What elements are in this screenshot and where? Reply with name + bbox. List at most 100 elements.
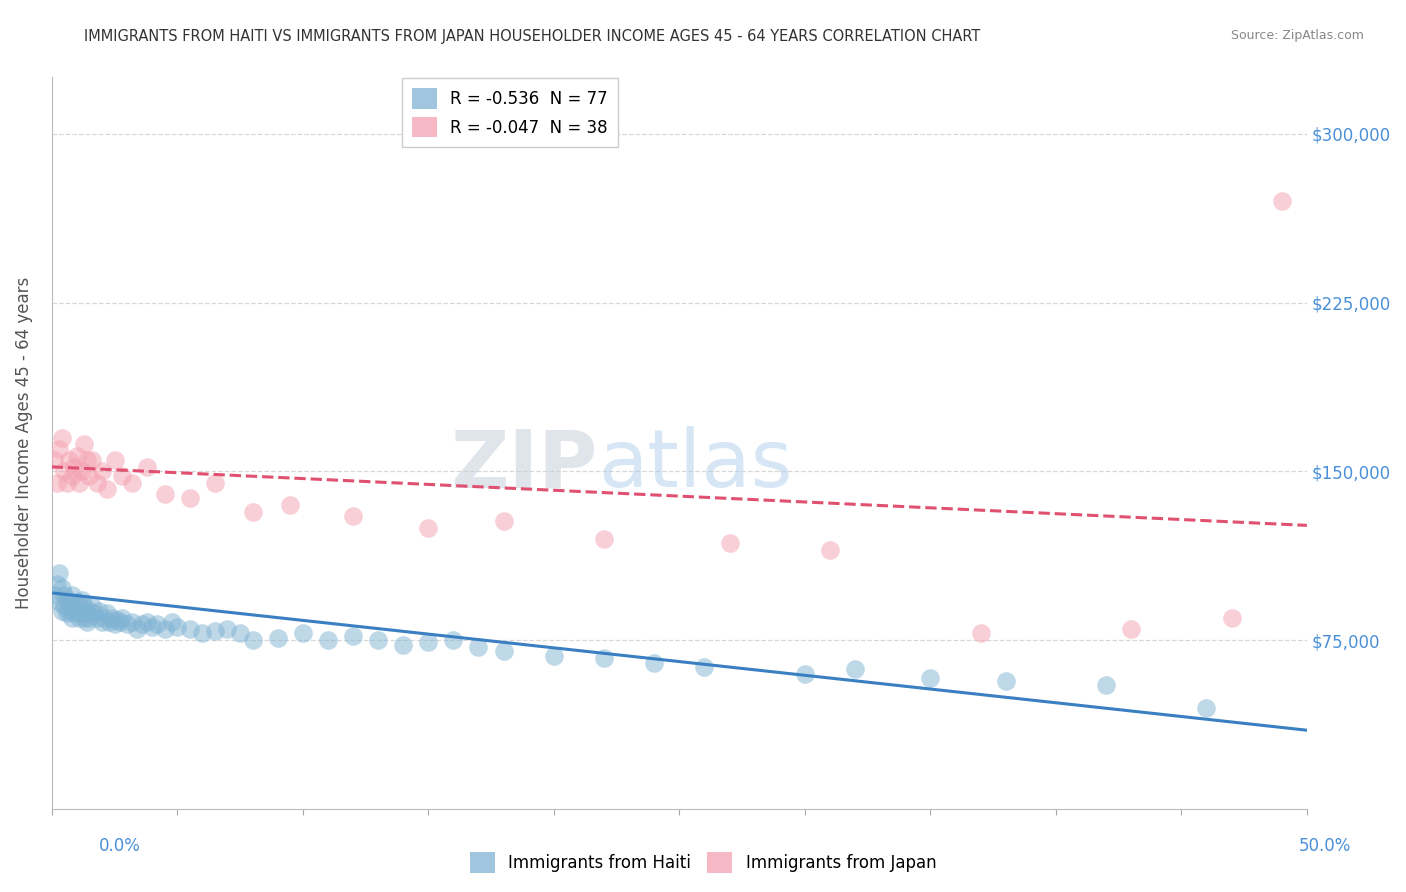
Point	[51, 582, 73, 596]
Point	[121, 475, 143, 490]
Point	[994, 673, 1017, 688]
Point	[53, 599, 76, 614]
Point	[1220, 610, 1243, 624]
Point	[1195, 700, 1218, 714]
Point	[53, 588, 76, 602]
Point	[96, 606, 118, 620]
Point	[79, 610, 101, 624]
Point	[291, 626, 314, 640]
Point	[242, 633, 264, 648]
Point	[418, 635, 440, 649]
Point	[204, 624, 226, 639]
Point	[76, 606, 98, 620]
Point	[1095, 678, 1118, 692]
Point	[48, 442, 70, 456]
Point	[153, 487, 176, 501]
Point	[793, 667, 815, 681]
Point	[58, 604, 80, 618]
Point	[969, 626, 991, 640]
Point	[920, 672, 942, 686]
Point	[70, 464, 93, 478]
Point	[63, 606, 86, 620]
Point	[79, 468, 101, 483]
Point	[111, 610, 134, 624]
Text: IMMIGRANTS FROM HAITI VS IMMIGRANTS FROM JAPAN HOUSEHOLDER INCOME AGES 45 - 64 Y: IMMIGRANTS FROM HAITI VS IMMIGRANTS FROM…	[84, 29, 981, 45]
Point	[66, 449, 89, 463]
Point	[58, 595, 80, 609]
Point	[543, 648, 565, 663]
Point	[229, 626, 252, 640]
Point	[56, 475, 79, 490]
Point	[115, 617, 138, 632]
Point	[418, 521, 440, 535]
Point	[103, 617, 125, 632]
Point	[844, 662, 866, 676]
Text: ZIP: ZIP	[450, 426, 598, 504]
Point	[63, 599, 86, 614]
Point	[80, 453, 103, 467]
Point	[242, 505, 264, 519]
Point	[76, 615, 98, 630]
Point	[56, 606, 79, 620]
Point	[83, 606, 105, 620]
Point	[441, 633, 464, 648]
Point	[492, 644, 515, 658]
Point	[141, 620, 163, 634]
Point	[60, 588, 83, 602]
Point	[162, 615, 184, 630]
Point	[44, 453, 66, 467]
Point	[60, 468, 83, 483]
Point	[266, 631, 288, 645]
Point	[718, 536, 741, 550]
Point	[58, 453, 80, 467]
Point	[80, 599, 103, 614]
Point	[204, 475, 226, 490]
Point	[60, 610, 83, 624]
Point	[217, 622, 239, 636]
Legend: R = -0.536  N = 77, R = -0.047  N = 38: R = -0.536 N = 77, R = -0.047 N = 38	[402, 78, 617, 147]
Point	[93, 610, 115, 624]
Point	[136, 615, 159, 630]
Point	[66, 595, 89, 609]
Point	[342, 629, 364, 643]
Point	[342, 509, 364, 524]
Point	[467, 640, 489, 654]
Point	[1271, 194, 1294, 209]
Point	[96, 483, 118, 497]
Y-axis label: Householder Income Ages 45 - 64 years: Householder Income Ages 45 - 64 years	[15, 277, 32, 609]
Point	[105, 613, 128, 627]
Text: Source: ZipAtlas.com: Source: ZipAtlas.com	[1230, 29, 1364, 43]
Point	[492, 514, 515, 528]
Point	[111, 468, 134, 483]
Text: 50.0%: 50.0%	[1298, 837, 1351, 855]
Point	[146, 617, 169, 632]
Point	[56, 592, 79, 607]
Point	[179, 622, 201, 636]
Text: 0.0%: 0.0%	[98, 837, 141, 855]
Point	[643, 656, 665, 670]
Point	[44, 588, 66, 602]
Point	[73, 437, 96, 451]
Point	[593, 532, 616, 546]
Point	[98, 615, 121, 630]
Point	[76, 453, 98, 467]
Point	[79, 604, 101, 618]
Point	[136, 459, 159, 474]
Point	[693, 660, 716, 674]
Point	[153, 622, 176, 636]
Point	[67, 475, 90, 490]
Point	[73, 599, 96, 614]
Point	[89, 604, 111, 618]
Point	[127, 622, 149, 636]
Point	[108, 615, 131, 630]
Point	[131, 617, 153, 632]
Point	[67, 610, 90, 624]
Legend: Immigrants from Haiti, Immigrants from Japan: Immigrants from Haiti, Immigrants from J…	[463, 846, 943, 880]
Point	[593, 651, 616, 665]
Point	[191, 626, 214, 640]
Point	[103, 453, 125, 467]
Point	[66, 604, 89, 618]
Point	[86, 475, 108, 490]
Point	[316, 633, 339, 648]
Point	[73, 610, 96, 624]
